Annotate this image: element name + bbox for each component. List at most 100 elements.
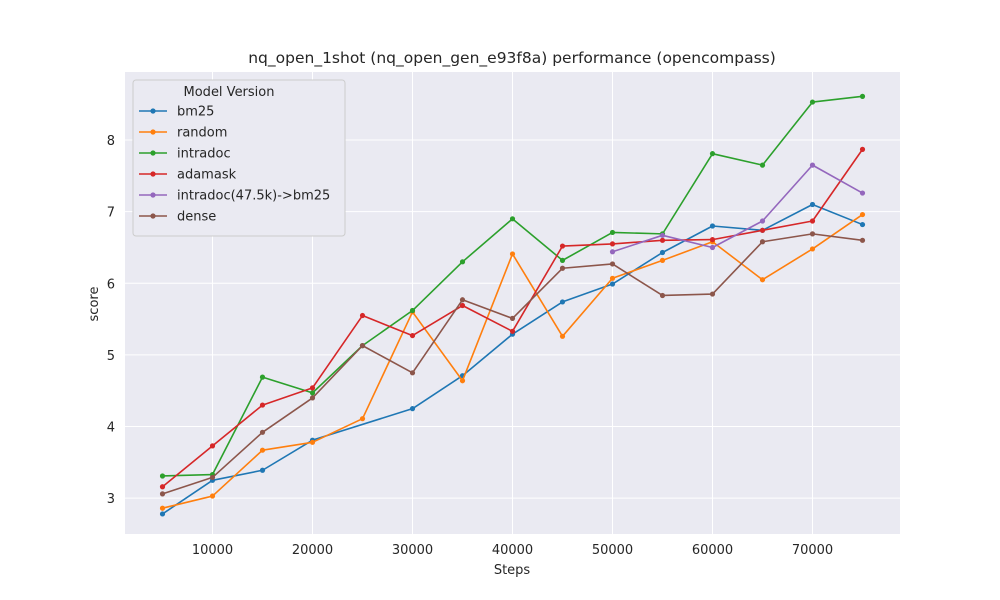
data-point <box>809 201 816 208</box>
legend-items: bm25 random intradoc adamask intradoc(47.5k)… <box>139 105 330 225</box>
data-point <box>309 385 316 391</box>
x-tick-labels: 10000 20000 30000 40000 50000 60000 70000 <box>192 543 833 558</box>
y-tick-label: 6 <box>107 277 115 292</box>
data-point <box>559 333 566 339</box>
legend-box <box>132 79 346 237</box>
data-point <box>609 281 616 287</box>
data-point <box>759 277 766 283</box>
data-point <box>459 302 466 309</box>
data-point <box>759 239 766 245</box>
x-tick-label: 10000 <box>192 543 233 558</box>
data-point <box>159 511 166 517</box>
series-group <box>159 93 866 517</box>
legend-swatch-marker <box>150 129 156 135</box>
data-point <box>359 416 366 422</box>
data-point <box>609 275 616 281</box>
y-tick-label: 4 <box>107 421 115 436</box>
legend-label: intradoc <box>177 147 231 162</box>
data-point <box>709 151 716 157</box>
data-point <box>759 227 766 233</box>
x-axis-label: Steps <box>494 563 531 578</box>
series-dense <box>159 231 866 497</box>
data-point <box>459 378 466 384</box>
data-point <box>159 491 166 497</box>
data-point <box>609 261 616 267</box>
data-point <box>659 232 666 238</box>
x-tick-label: 70000 <box>792 543 833 558</box>
legend-swatch-marker <box>150 171 156 177</box>
legend-swatch-marker <box>150 192 156 198</box>
y-axis-label: score <box>87 287 102 322</box>
data-point <box>509 328 516 334</box>
data-point <box>859 146 866 152</box>
data-point <box>709 291 716 297</box>
data-point <box>259 447 266 453</box>
data-point <box>359 343 366 349</box>
data-point <box>859 221 866 228</box>
data-point <box>459 297 466 303</box>
legend-item: dense <box>139 210 216 225</box>
data-point <box>659 237 666 243</box>
data-point <box>409 370 416 376</box>
data-point <box>309 395 316 401</box>
legend-item: random <box>139 126 227 141</box>
data-point <box>859 93 866 99</box>
legend-label: random <box>177 126 227 141</box>
data-point <box>659 249 666 256</box>
data-point <box>159 473 166 479</box>
legend-item: adamask <box>139 168 237 183</box>
data-point <box>859 190 866 196</box>
data-point <box>309 439 316 445</box>
data-point <box>259 429 266 435</box>
data-point <box>509 251 516 257</box>
y-tick-label: 7 <box>107 206 115 221</box>
legend-swatch-marker <box>150 108 156 114</box>
data-point <box>159 505 166 511</box>
data-point <box>159 484 166 490</box>
series-line-intradoc-47-5k-bm25 <box>612 164 863 253</box>
data-point <box>609 229 616 236</box>
data-point <box>709 244 716 251</box>
data-point <box>259 467 266 473</box>
series-line-bm25 <box>162 203 863 515</box>
data-point <box>609 241 616 247</box>
x-tick-label: 60000 <box>692 543 733 558</box>
data-point <box>809 231 816 237</box>
data-point <box>559 299 566 305</box>
data-point <box>709 237 716 243</box>
legend-swatch-marker <box>150 213 156 219</box>
data-point <box>259 402 266 408</box>
legend-label: dense <box>177 210 216 225</box>
series-intradoc-47-5k-bm25 <box>609 162 866 255</box>
data-point <box>209 493 216 499</box>
data-point <box>759 162 766 168</box>
legend-swatch-marker <box>150 150 156 156</box>
data-point <box>509 315 516 321</box>
data-point <box>859 237 866 243</box>
data-point <box>209 474 216 481</box>
data-point <box>209 443 216 449</box>
chart-title: nq_open_1shot (nq_open_gen_e93f8a) perfo… <box>248 49 776 68</box>
x-tick-label: 30000 <box>392 543 433 558</box>
data-point <box>759 218 766 224</box>
legend-item: intradoc <box>139 147 231 162</box>
x-tick-label: 20000 <box>292 543 333 558</box>
y-tick-label: 5 <box>107 349 115 364</box>
series-adamask <box>159 146 866 490</box>
data-point <box>409 406 416 412</box>
data-point <box>409 332 416 339</box>
legend-item: bm25 <box>139 105 214 120</box>
data-point <box>609 249 616 255</box>
data-point <box>809 162 816 168</box>
data-point <box>559 257 566 263</box>
data-point <box>559 265 566 271</box>
legend-item: intradoc(47.5k)->bm25 <box>139 189 330 204</box>
y-tick-label: 3 <box>107 492 115 507</box>
data-point <box>509 216 516 222</box>
data-point <box>809 218 816 224</box>
x-tick-label: 40000 <box>492 543 533 558</box>
y-tick-labels: 3 4 5 6 7 8 <box>107 134 115 507</box>
data-point <box>859 211 866 218</box>
legend-label: intradoc(47.5k)->bm25 <box>177 189 330 204</box>
x-tick-label: 50000 <box>592 543 633 558</box>
